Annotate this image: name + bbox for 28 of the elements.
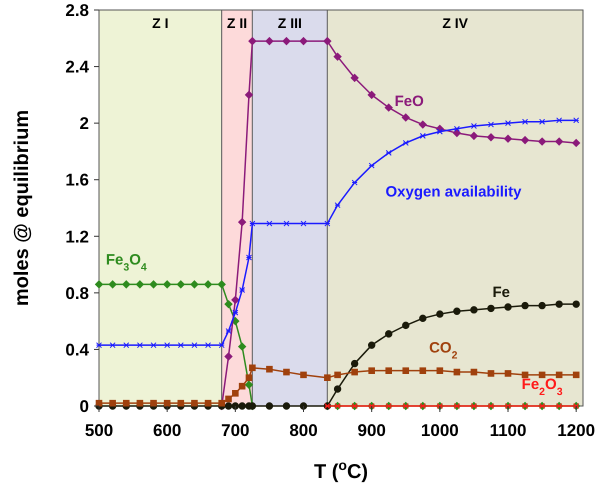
x-tick-label: 900 <box>357 421 386 440</box>
band-label: Z I <box>152 15 169 31</box>
band-label: Z III <box>278 15 302 31</box>
band-label: Z IV <box>442 15 469 31</box>
series-label: Oxygen availability <box>386 184 522 201</box>
x-tick-label: 800 <box>289 421 318 440</box>
series-label: Fe$_{2}$O$_{3}$ <box>522 376 563 398</box>
y-tick-label: 2 <box>80 114 89 134</box>
x-tick-label: 700 <box>221 421 250 440</box>
series-label: Fe <box>492 284 510 302</box>
series-label: FeO <box>394 93 424 110</box>
series-label: Fe$_{3}$O$_{4}$ <box>106 252 147 274</box>
x-tick-label: 1100 <box>490 421 526 440</box>
x-tick-label: 600 <box>152 421 182 440</box>
y-tick-label: 0.8 <box>65 284 89 303</box>
y-tick-label: 2.8 <box>65 1 89 20</box>
x-tick-label: 1000 <box>420 421 459 440</box>
x-tick-label: 1200 <box>557 421 596 440</box>
y-tick-label: 0 <box>80 397 89 416</box>
y-tick-label: 2.4 <box>65 58 90 77</box>
band-label: Z II <box>226 15 248 31</box>
x-axis-title: T ($^{o}$C) <box>314 457 368 483</box>
series-label: CO$_{2}$ <box>429 339 458 362</box>
y-tick-label: 1.6 <box>65 170 89 190</box>
y-tick-label: 0.4 <box>65 340 90 360</box>
y-tick-label: 1.2 <box>65 227 89 246</box>
x-tick-label: 500 <box>84 421 114 440</box>
y-axis-title: moles @ equilibrium <box>11 110 33 306</box>
